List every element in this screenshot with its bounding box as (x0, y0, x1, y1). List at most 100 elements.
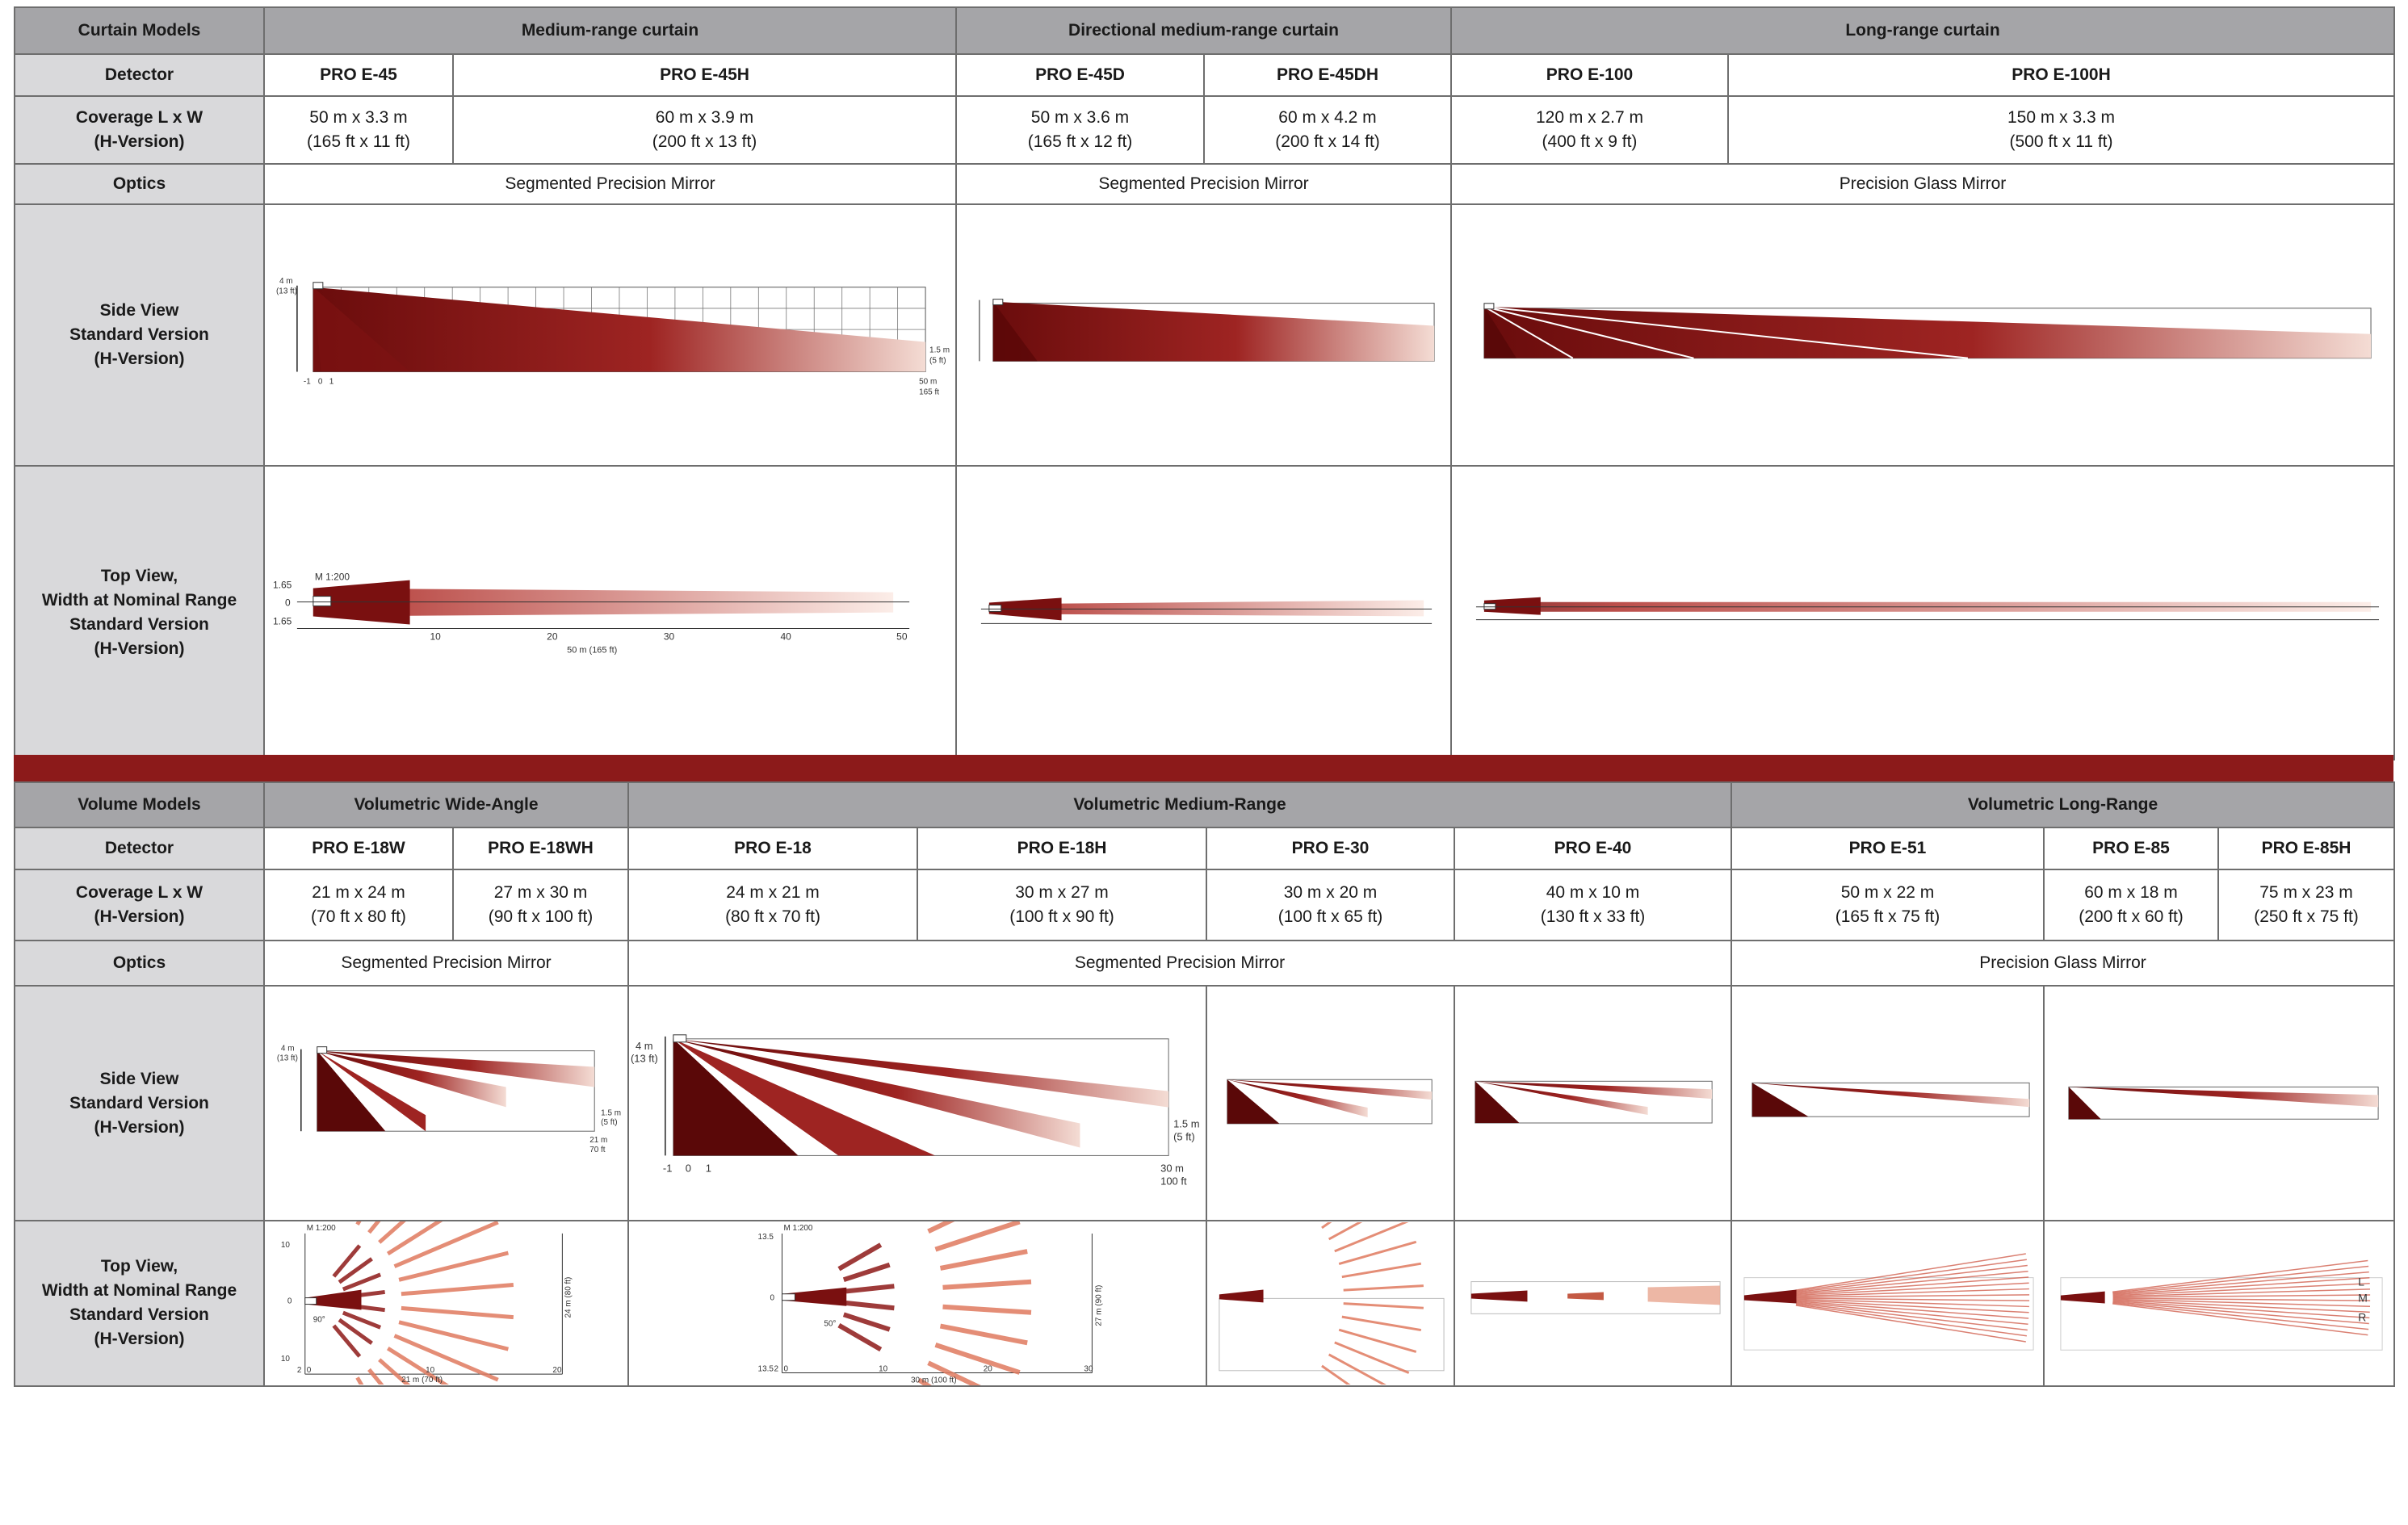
coverage-pro-e-100h: 150 m x 3.3 m (500 ft x 11 ft) (1727, 95, 2395, 165)
top-view-directional-svg (980, 597, 1433, 624)
vol-detector-label: Detector (14, 827, 265, 870)
beam-segment (398, 1320, 509, 1351)
detector-pro-e-40: PRO E-40 (1454, 827, 1733, 870)
coverage-pro-e-51: 50 m x 22 m (165 ft x 75 ft) (1730, 869, 2045, 941)
side-view-wide-angle-diagram: 4 m (13 ft) 1.5 m (5 ft) 21 m 70 ft (262, 984, 630, 1222)
beam-segment (2112, 1302, 2369, 1330)
coverage-pro-e-45d: 50 m x 3.6 m (165 ft x 12 ft) (955, 95, 1205, 165)
svg-text:20: 20 (984, 1365, 993, 1374)
beam-segment (927, 1360, 980, 1385)
svg-text:1.65: 1.65 (273, 615, 292, 626)
beam-segment (1334, 1221, 1409, 1252)
beam-segment (1796, 1265, 2028, 1293)
svg-text:0: 0 (285, 597, 291, 608)
beam-segment (1334, 1341, 1410, 1374)
group-volumetric-medium-range: Volumetric Medium-Range (627, 781, 1733, 828)
beam-segment (378, 1221, 406, 1245)
svg-text:0: 0 (783, 1365, 788, 1374)
beam-segment (1343, 1301, 1424, 1309)
beam-segment (939, 1323, 1028, 1346)
beam-segment (2112, 1266, 2369, 1294)
side-view-directional-svg (979, 299, 1435, 362)
svg-text:(5 ft): (5 ft) (929, 357, 946, 366)
beam-segment (1795, 1305, 2026, 1343)
top-view-pro-e-40-svg (1470, 1281, 1721, 1315)
curtain-models-table: Curtain Models Medium-range curtain Dire… (14, 6, 2395, 760)
side-view-pro-e-30-svg (1227, 1079, 1433, 1124)
side-view-pro-e-18-svg: 4 m (13 ft) 1.5 m (5 ft) 30 m 100 ft -1 … (631, 1034, 1200, 1187)
svg-text:-1: -1 (663, 1162, 673, 1174)
beam-segment (393, 1334, 499, 1382)
svg-text:1.5 m: 1.5 m (1173, 1118, 1199, 1130)
top-view-wide-angle-svg: M 1:200 10 0 10 2 0 10 20 21 m (70 ft) 9… (281, 1221, 573, 1385)
top-view-pro-e-40-diagram (1454, 1220, 1733, 1387)
beam-segment (1341, 1315, 1422, 1331)
group-volumetric-wide-angle: Volumetric Wide-Angle (262, 781, 630, 828)
beam-segment (2112, 1301, 2370, 1319)
svg-text:20: 20 (552, 1367, 562, 1376)
svg-text:27 m (90 ft): 27 m (90 ft) (1094, 1285, 1103, 1326)
coverage-pro-e-45: 50 m x 3.3 m (165 ft x 11 ft) (263, 95, 454, 165)
beam-segment (1328, 1353, 1388, 1385)
svg-text:0: 0 (318, 378, 323, 387)
svg-text:70 ft: 70 ft (589, 1146, 606, 1154)
svg-text:50 m (165 ft): 50 m (165 ft) (567, 645, 617, 655)
coverage-pro-e-18: 24 m x 21 m (80 ft x 70 ft) (627, 869, 919, 941)
svg-text:0: 0 (307, 1367, 312, 1376)
svg-text:50: 50 (896, 631, 908, 642)
top-view-pro-e-85-diagram: L M R (2043, 1220, 2396, 1387)
vol-optics-label: Optics (14, 940, 265, 987)
svg-text:30: 30 (1084, 1365, 1093, 1374)
top-view-medium-range-diagram: M 1:200 1.65 0 1.65 10 20 30 40 50 50 m … (263, 465, 957, 760)
svg-text:10: 10 (281, 1241, 291, 1250)
svg-text:M 1:200: M 1:200 (315, 571, 350, 582)
top-view-pro-e-18-diagram: M 1:200 13.5 0 13.5 2 0 10 20 30 30 m (1… (627, 1220, 1208, 1387)
beam-segment (386, 1347, 450, 1385)
svg-text:0: 0 (287, 1297, 292, 1306)
top-view-pro-e-30-svg (1219, 1221, 1445, 1385)
beam-segment (393, 1221, 499, 1269)
optics-wide-angle: Segmented Precision Mirror (262, 940, 630, 987)
svg-text:2: 2 (297, 1367, 302, 1376)
beam-segment (367, 1368, 384, 1385)
svg-text:165 ft: 165 ft (919, 388, 939, 397)
side-view-pro-e-18-diagram: 4 m (13 ft) 1.5 m (5 ft) 30 m 100 ft -1 … (627, 984, 1208, 1222)
coverage-pro-e-18h: 30 m x 27 m (100 ft x 90 ft) (917, 869, 1208, 941)
beam-segment (338, 1318, 373, 1346)
beam-segment (942, 1304, 1032, 1315)
vol-side-view-label: Side View Standard Version (H-Version) (14, 984, 265, 1222)
side-view-pro-e-85-svg (2068, 1087, 2379, 1120)
svg-text:0: 0 (770, 1294, 775, 1303)
detector-pro-e-51: PRO E-51 (1730, 827, 2045, 870)
beam-segment (934, 1343, 1021, 1376)
optics-medium-range: Segmented Precision Mirror (263, 163, 957, 205)
coverage-pro-e-18w: 21 m x 24 m (70 ft x 80 ft) (263, 869, 454, 941)
beam-segment (1795, 1259, 2027, 1292)
beam-segment (2112, 1288, 2371, 1297)
side-view-label: Side View Standard Version (H-Version) (14, 203, 265, 467)
beam-segment (2112, 1298, 2371, 1308)
coverage-pro-e-40: 40 m x 10 m (130 ft x 33 ft) (1454, 869, 1733, 941)
svg-text:1.5 m: 1.5 m (601, 1109, 621, 1118)
beam-segment (401, 1283, 514, 1297)
beam-segment (1796, 1271, 2028, 1295)
svg-text:13.5: 13.5 (758, 1233, 774, 1242)
detector-pro-e-18h: PRO E-18H (917, 827, 1208, 870)
svg-text:4 m: 4 m (636, 1040, 653, 1052)
detector-pro-e-45d: PRO E-45D (955, 53, 1205, 97)
volume-models-header: Volume Models (14, 781, 265, 828)
svg-text:1: 1 (329, 378, 334, 387)
svg-text:(13 ft): (13 ft) (277, 1054, 298, 1063)
group-volumetric-long-range: Volumetric Long-Range (1730, 781, 2396, 828)
beam-segment (1795, 1253, 2026, 1292)
top-view-pro-e-51-diagram (1730, 1220, 2045, 1387)
svg-text:10: 10 (281, 1355, 291, 1364)
beam-segment (332, 1244, 362, 1278)
beam-segment (2112, 1301, 2369, 1325)
side-view-medium-range-svg: 4 m (13 ft) 1.5 m (5 ft) 50 m 165 ft -1 … (276, 277, 950, 397)
svg-text:100 ft: 100 ft (1160, 1175, 1187, 1187)
curtain-models-header: Curtain Models (14, 6, 265, 55)
svg-text:30 m: 30 m (1160, 1162, 1184, 1174)
coverage-label: Coverage L x W (H-Version) (14, 95, 265, 165)
coverage-pro-e-85: 60 m x 18 m (200 ft x 60 ft) (2043, 869, 2220, 941)
